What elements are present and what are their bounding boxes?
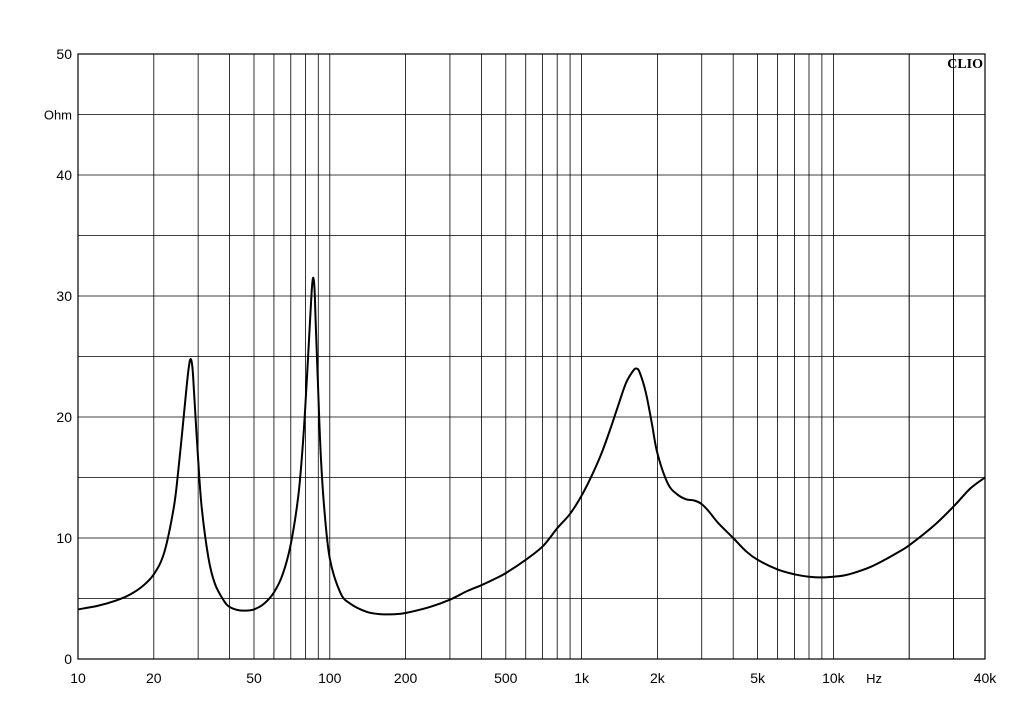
x-tick-label: 5k	[750, 670, 766, 686]
y-axis-unit-label: Ohm	[44, 108, 72, 123]
x-tick-label: 1k	[574, 670, 590, 686]
y-tick-label: 30	[56, 288, 72, 304]
y-tick-labels: 0 10 20 30 40 50	[56, 46, 72, 667]
impedance-curve	[77, 276, 986, 616]
y-tick-label: 50	[56, 46, 72, 62]
grid-lines	[78, 54, 985, 659]
y-tick-label: 0	[64, 651, 72, 667]
x-tick-label: 500	[494, 670, 518, 686]
plot-frame	[77, 53, 986, 660]
y-tick-label: 20	[56, 409, 72, 425]
clio-logo-text: CLIO	[947, 57, 983, 72]
x-tick-label: 200	[394, 670, 418, 686]
series-group	[77, 276, 986, 616]
x-tick-label: 20	[146, 670, 162, 686]
x-tick-label: 2k	[650, 670, 666, 686]
x-tick-label: 40k	[974, 670, 998, 686]
x-tick-labels: 10 20 50 100 200 500 1k 2k 5k 10k 40k	[70, 670, 997, 686]
y-tick-label: 40	[56, 167, 72, 183]
y-tick-label: 10	[56, 530, 72, 546]
x-tick-label: 10	[70, 670, 86, 686]
x-tick-label: 50	[246, 670, 262, 686]
x-axis-unit-label: Hz	[866, 671, 882, 686]
x-tick-label: 100	[318, 670, 342, 686]
x-tick-label: 10k	[822, 670, 846, 686]
